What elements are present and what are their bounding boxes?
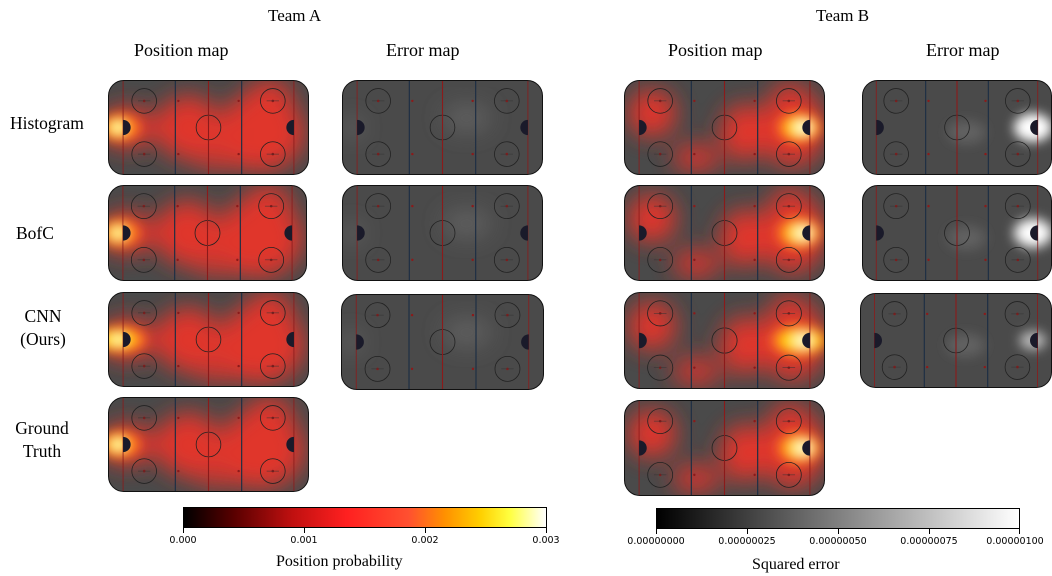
position-tick-mark	[546, 528, 547, 533]
error-tick-mark	[656, 529, 657, 534]
row-label-bofc: BofC	[16, 223, 54, 243]
team-b-ground-truth-position-map	[624, 400, 825, 496]
team-b-bofc-error-map	[862, 185, 1052, 281]
team-a-ground-truth-position-map	[108, 397, 309, 492]
position-tick-mark	[183, 528, 184, 533]
team-a-bofc-position-map	[108, 185, 307, 281]
team-b-histogram-position-map	[624, 80, 825, 175]
team-a-histogram-position-map	[108, 80, 309, 175]
position-probability-colorbar	[183, 507, 547, 528]
team-a-cnn-error-map	[341, 294, 544, 390]
error-tick-label: 0.00000025	[718, 536, 776, 547]
team-a-bofc-error-map	[342, 185, 543, 281]
row-label-cnn: CNN (Ours)	[20, 306, 66, 349]
position-colorbar-title: Position probability	[276, 553, 403, 570]
team-a-position-col-header: Position map	[134, 40, 229, 60]
team-b-cnn-error-map	[860, 293, 1052, 388]
position-tick-label: 0.000	[169, 535, 197, 546]
row-label-ground-truth: Ground Truth	[15, 418, 69, 461]
error-tick-label: 0.00000000	[627, 536, 685, 547]
error-tick-label: 0.00000100	[986, 536, 1044, 547]
position-tick-mark	[304, 528, 305, 533]
team-a-error-col-header: Error map	[386, 40, 460, 60]
error-tick-mark	[1019, 529, 1020, 534]
error-tick-mark	[838, 529, 839, 534]
team-b-cnn-position-map	[624, 292, 825, 389]
position-tick-mark	[425, 528, 426, 533]
team-b-histogram-error-map	[862, 80, 1052, 175]
row-label-histogram: Histogram	[10, 113, 84, 133]
team-b-title: Team B	[816, 6, 870, 25]
error-tick-mark	[747, 529, 748, 534]
team-b-position-col-header: Position map	[668, 40, 763, 60]
error-tick-mark	[929, 529, 930, 534]
squared-error-colorbar	[656, 508, 1020, 529]
team-a-title: Team A	[268, 6, 322, 25]
error-tick-label: 0.00000050	[809, 536, 867, 547]
team-b-bofc-position-map	[624, 185, 825, 281]
position-tick-label: 0.002	[411, 535, 439, 546]
team-b-error-col-header: Error map	[926, 40, 1000, 60]
team-a-histogram-error-map	[342, 80, 543, 175]
position-tick-label: 0.001	[290, 535, 318, 546]
error-tick-label: 0.00000075	[900, 536, 958, 547]
error-colorbar-title: Squared error	[752, 556, 840, 573]
team-a-cnn-position-map	[108, 292, 309, 387]
position-tick-label: 0.003	[532, 535, 560, 546]
